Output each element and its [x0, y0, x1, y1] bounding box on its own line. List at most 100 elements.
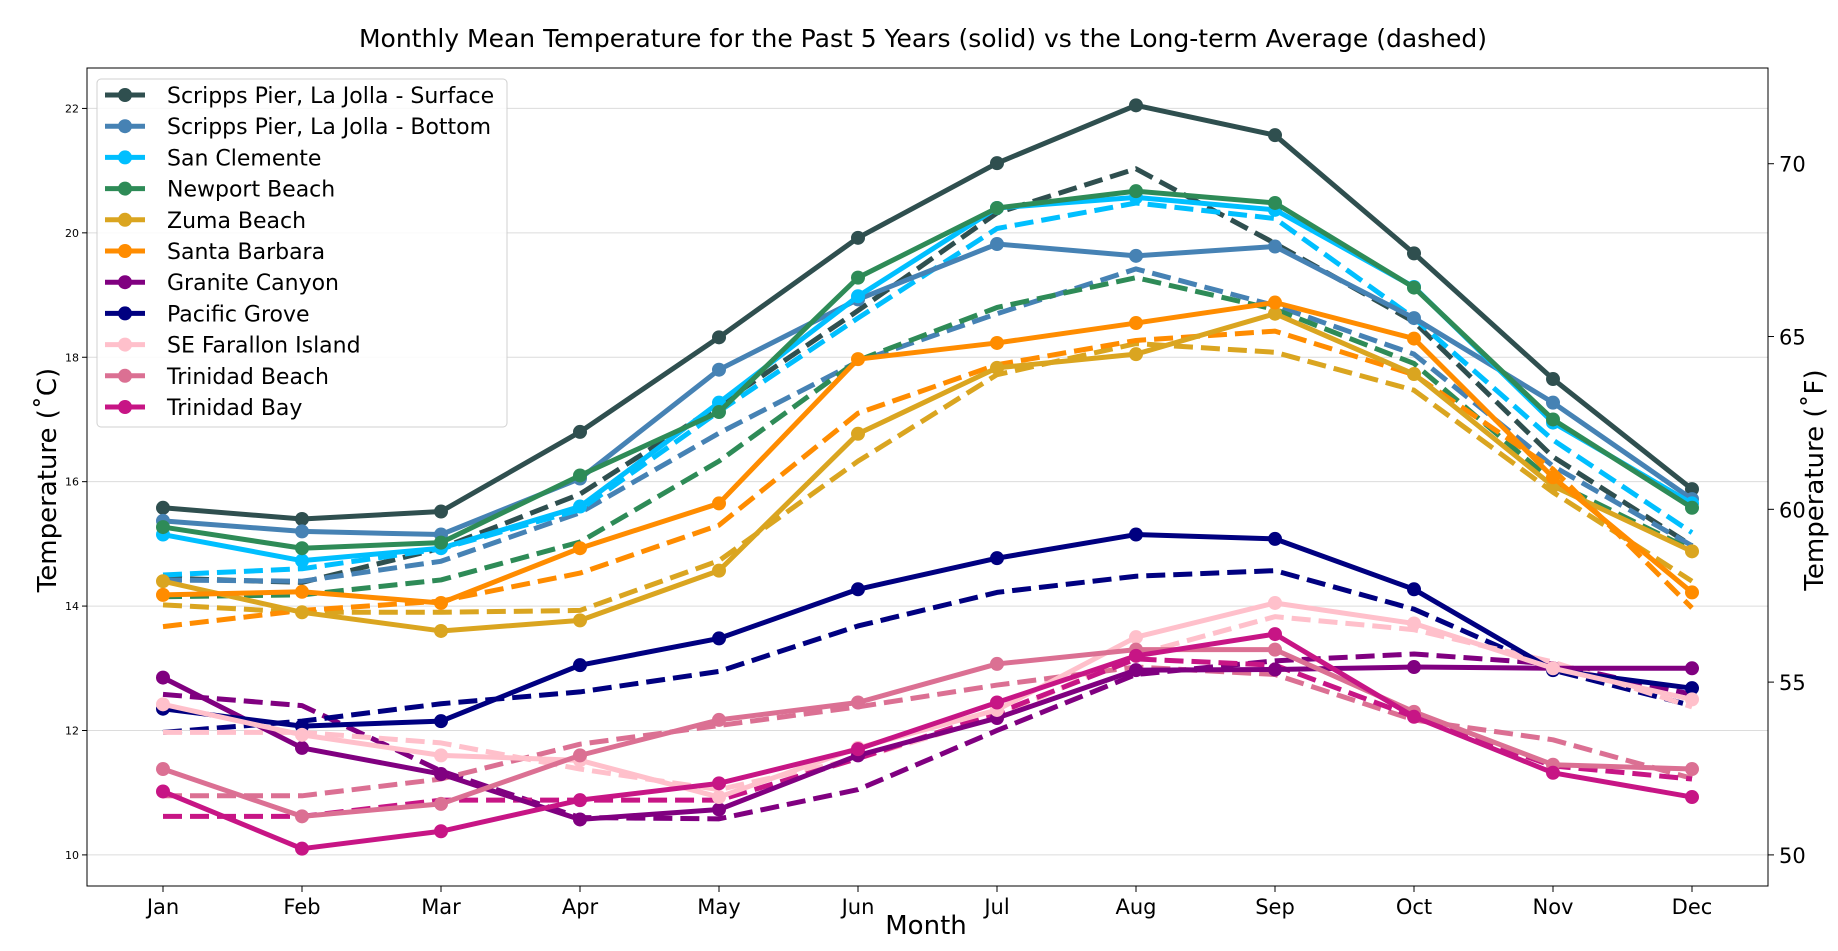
data-point: [1268, 662, 1282, 677]
data-point: [1129, 248, 1143, 263]
x-tick-label: May: [697, 895, 740, 919]
series-group: [156, 295, 1699, 610]
left-tick-label: 18: [65, 351, 79, 364]
average-line: [163, 614, 1693, 793]
data-point: [1129, 347, 1143, 362]
series-line: [162, 631, 1693, 852]
legend-label: Newport Beach: [167, 178, 335, 203]
legend-swatch-marker: [118, 181, 132, 196]
x-tick-label: Dec: [1672, 895, 1713, 919]
x-tick-label: Sep: [1255, 895, 1295, 919]
legend-label: Scripps Pier, La Jolla - Surface: [167, 84, 494, 109]
data-point: [990, 695, 1004, 710]
data-point: [712, 631, 726, 646]
data-point: [712, 362, 726, 377]
legend-item: Trinidad Bay: [105, 396, 302, 421]
data-point: [990, 335, 1004, 350]
data-point: [1129, 184, 1143, 199]
data-point: [1546, 372, 1560, 387]
left-tick-label: 16: [65, 476, 79, 489]
data-point: [712, 790, 726, 805]
legend-label: Trinidad Bay: [166, 396, 302, 421]
data-point: [573, 748, 587, 763]
right-axis-ticks: 50 55 60 65 70: [1768, 153, 1806, 868]
data-point: [1407, 367, 1421, 382]
legend: Scripps Pier, La Jolla - Surface Scripps …: [96, 78, 508, 428]
data-point: [1546, 765, 1560, 780]
legend-item: Granite Canyon: [105, 271, 339, 296]
series-group: [156, 660, 1699, 827]
average-line: [162, 651, 1693, 822]
data-point: [1129, 648, 1143, 663]
data-point: [851, 352, 865, 367]
data-point: [1268, 642, 1282, 657]
series-line: [162, 241, 1694, 538]
series-line: [162, 600, 1693, 800]
data-point: [851, 230, 865, 245]
average-line: [162, 275, 1694, 600]
legend-item: Pacific Grove: [105, 302, 310, 327]
data-point: [573, 793, 587, 808]
data-point: [156, 697, 170, 712]
data-point: [1407, 582, 1421, 597]
data-point: [851, 695, 865, 710]
x-tick-label: Nov: [1533, 895, 1574, 919]
legend-item: Scripps Pier, La Jolla - Surface: [105, 84, 494, 109]
data-point: [156, 520, 170, 535]
y-axis-label-left: Temperature (˚C): [33, 368, 63, 593]
data-point: [1407, 246, 1421, 261]
legend-swatch-marker: [118, 306, 132, 321]
series-group: [156, 98, 1699, 526]
series-line: [161, 664, 1692, 822]
legend-swatch-marker: [118, 400, 132, 414]
x-tick-label: Feb: [283, 895, 320, 919]
left-axis-ticks: 10 12 14 16 18 20 22: [65, 102, 87, 862]
data-point: [712, 712, 726, 727]
series-line: [162, 188, 1694, 551]
legend-item: Trinidad Beach: [105, 365, 329, 390]
average-line: [163, 664, 1693, 799]
data-point: [295, 524, 309, 539]
y-axis-label-right: Temperature (˚F): [1800, 369, 1830, 591]
data-point: [434, 824, 448, 839]
x-axis-ticks: Jan Feb Mar Apr May Jun Jul Aug Sep Oct Nov Dec: [145, 886, 1713, 919]
data-point: [1268, 128, 1282, 143]
data-point: [1685, 661, 1699, 676]
legend-swatch-marker: [118, 337, 132, 352]
data-point: [156, 574, 170, 589]
data-point: [851, 289, 865, 304]
series-group: [156, 527, 1699, 734]
data-point: [573, 613, 587, 628]
data-point: [156, 762, 170, 777]
data-point: [434, 796, 448, 811]
data-point: [295, 740, 309, 755]
data-point: [1268, 306, 1282, 321]
legend-swatch-marker: [118, 244, 132, 258]
legend-item: Newport Beach: [105, 178, 335, 203]
data-point: [295, 727, 309, 742]
data-point: [1685, 681, 1699, 696]
data-point: [1685, 692, 1699, 707]
left-tick-label: 14: [65, 600, 79, 613]
data-point: [1685, 790, 1699, 805]
data-point: [1407, 616, 1421, 631]
data-point: [573, 541, 587, 556]
left-tick-label: 22: [65, 102, 79, 115]
data-point: [712, 802, 726, 817]
average-line: [162, 266, 1694, 584]
data-point: [434, 748, 448, 763]
data-point: [1407, 660, 1421, 675]
x-tick-label: Oct: [1396, 895, 1432, 919]
right-tick-label: 70: [1779, 153, 1806, 177]
plot-frame: [86, 67, 1769, 887]
legend-label: Zuma Beach: [167, 209, 306, 234]
legend-item: San Clemente: [105, 146, 321, 171]
data-point: [1685, 482, 1699, 497]
data-point: [1129, 316, 1143, 331]
data-point: [1685, 500, 1699, 515]
data-point: [434, 504, 448, 519]
data-point: [295, 584, 309, 599]
average-line: [162, 341, 1694, 615]
legend-label: Granite Canyon: [167, 271, 339, 296]
legend-swatch-marker: [118, 368, 132, 383]
